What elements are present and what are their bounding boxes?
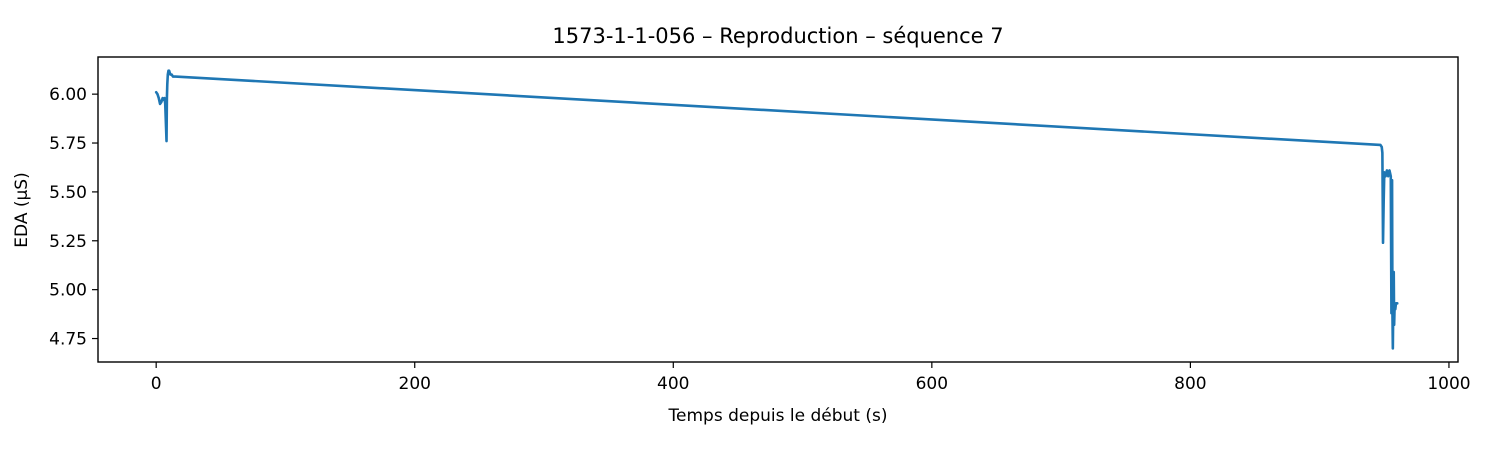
y-tick-label: 5.50: [49, 183, 87, 203]
y-tick-label: 5.00: [49, 281, 87, 301]
x-axis-ticks: 0 200 400 600 800 1000: [151, 362, 1471, 394]
y-axis-ticks: 4.75 5.00 5.25 5.50 5.75 6.00: [49, 85, 98, 350]
plot-area-frame: [97, 56, 1459, 363]
y-tick-label: 6.00: [49, 85, 87, 105]
x-tick-label: 1000: [1427, 374, 1470, 394]
x-axis-label: Temps depuis le début (s): [668, 406, 888, 426]
x-tick-label: 400: [657, 374, 689, 394]
chart-title: 1573-1-1-056 – Reproduction – séquence 7: [552, 24, 1003, 48]
y-tick-label: 5.75: [49, 134, 87, 154]
x-tick-label: 600: [916, 374, 948, 394]
y-axis-label: EDA (µS): [12, 172, 32, 247]
x-tick-label: 0: [151, 374, 162, 394]
y-tick-label: 5.25: [49, 232, 87, 252]
x-tick-label: 200: [399, 374, 431, 394]
x-tick-label: 800: [1174, 374, 1206, 394]
y-tick-label: 4.75: [49, 330, 87, 350]
eda-series-line: [154, 69, 1399, 350]
